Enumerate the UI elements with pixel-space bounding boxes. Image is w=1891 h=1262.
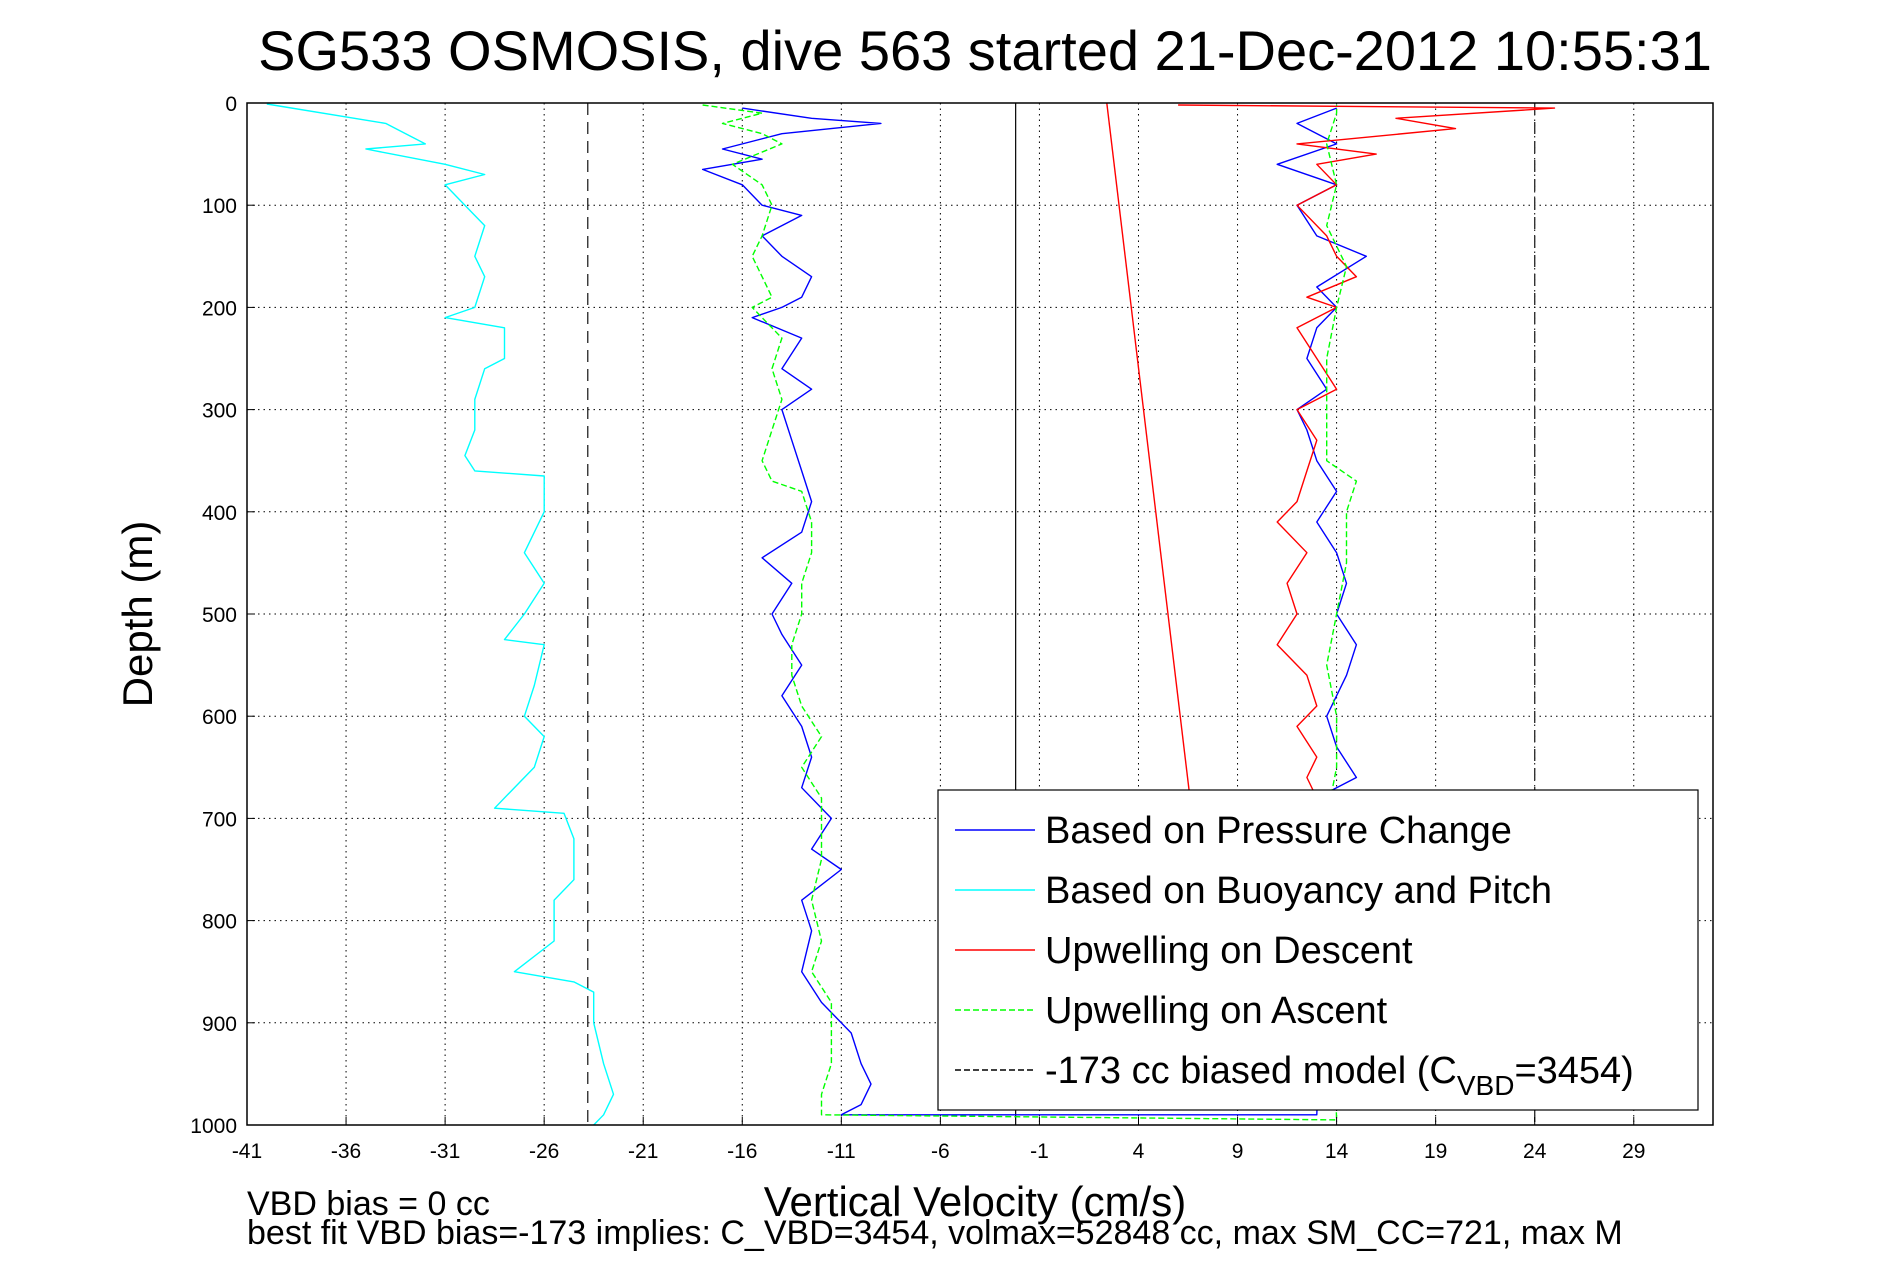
y-tick-label-8: 800	[202, 911, 237, 934]
legend: Based on Pressure Change Based on Buoyanc…	[937, 789, 1699, 1111]
annotation-best-fit: best fit VBD bias=-173 implies: C_VBD=34…	[247, 1214, 1623, 1252]
x-tick-label-4: -21	[628, 1140, 658, 1163]
y-tick-label-4: 400	[202, 502, 237, 525]
x-axis-label: Vertical Velocity (cm/s)	[764, 1178, 1186, 1225]
x-tick-label-7: -6	[931, 1140, 950, 1163]
x-tick-label-11: 14	[1325, 1140, 1349, 1163]
y-tick-label-9: 900	[202, 1013, 237, 1036]
legend-label-1: Based on Buoyancy and Pitch	[1045, 870, 1552, 912]
x-tick-label-8: -1	[1030, 1140, 1049, 1163]
y-tick-label-3: 300	[202, 400, 237, 423]
legend-label-4: -173 cc biased model (CVBD=3454)	[1045, 1050, 1634, 1101]
legend-label-2: Upwelling on Descent	[1045, 930, 1413, 972]
series-line-5	[1106, 102, 1191, 799]
x-tick-label-6: -11	[827, 1140, 856, 1163]
y-tick-label-2: 200	[202, 297, 237, 320]
y-tick-label-5: 500	[202, 604, 237, 627]
x-tick-label-13: 24	[1523, 1140, 1547, 1163]
x-tick-label-1: -36	[331, 1140, 361, 1163]
y-tick-label-10: 1000	[190, 1115, 237, 1138]
series-lines	[266, 102, 1556, 1126]
y-tick-label-1: 100	[202, 195, 237, 218]
x-tick-label-10: 9	[1232, 1140, 1244, 1163]
y-ticks: 0 100 200 300 400 500 600 700 800 900 1000	[190, 93, 255, 1138]
x-tick-label-12: 19	[1424, 1140, 1447, 1163]
series-line-1	[266, 103, 615, 1126]
legend-label-0: Based on Pressure Change	[1045, 810, 1512, 852]
y-tick-label-0: 0	[225, 93, 237, 116]
y-axis-label: Depth (m)	[114, 521, 161, 708]
legend-items: Based on Pressure Change Based on Buoyanc…	[955, 810, 1634, 1101]
x-tick-label-14: 29	[1622, 1140, 1645, 1163]
annotation-vbd-bias: VBD bias = 0 cc	[247, 1185, 490, 1223]
legend-box	[937, 789, 1699, 1111]
x-tick-label-2: -31	[430, 1140, 460, 1163]
x-ticks: -41 -36 -31 -26 -21 -16 -11 -6 -1 4 9 14 19 24 29	[232, 1117, 1645, 1163]
series-line-3	[702, 104, 1358, 1121]
chart-title: SG533 OSMOSIS, dive 563 started 21-Dec-2…	[258, 19, 1712, 82]
y-tick-label-7: 700	[202, 808, 237, 831]
x-tick-label-0: -41	[232, 1140, 262, 1163]
x-tick-label-9: 4	[1133, 1140, 1145, 1163]
x-tick-label-5: -16	[727, 1140, 757, 1163]
x-tick-label-3: -26	[529, 1140, 559, 1163]
legend-label-3: Upwelling on Ascent	[1045, 990, 1388, 1032]
y-tick-label-6: 600	[202, 706, 237, 729]
